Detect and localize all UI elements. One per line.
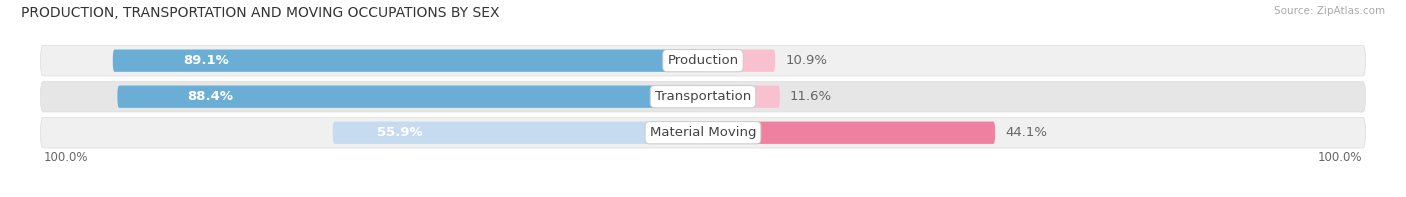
Text: 100.0%: 100.0% (44, 151, 89, 164)
Text: 55.9%: 55.9% (377, 126, 423, 139)
FancyBboxPatch shape (703, 49, 775, 72)
Text: 100.0%: 100.0% (1317, 151, 1362, 164)
Text: 10.9%: 10.9% (785, 54, 827, 67)
FancyBboxPatch shape (41, 81, 1365, 112)
Text: Source: ZipAtlas.com: Source: ZipAtlas.com (1274, 6, 1385, 16)
FancyBboxPatch shape (703, 122, 995, 144)
Text: Production: Production (668, 54, 738, 67)
FancyBboxPatch shape (703, 85, 780, 108)
Text: 44.1%: 44.1% (1005, 126, 1047, 139)
Text: 89.1%: 89.1% (184, 54, 229, 67)
Text: PRODUCTION, TRANSPORTATION AND MOVING OCCUPATIONS BY SEX: PRODUCTION, TRANSPORTATION AND MOVING OC… (21, 6, 499, 20)
Text: Transportation: Transportation (655, 90, 751, 103)
FancyBboxPatch shape (112, 49, 703, 72)
Text: 11.6%: 11.6% (790, 90, 832, 103)
Text: Material Moving: Material Moving (650, 126, 756, 139)
FancyBboxPatch shape (41, 45, 1365, 76)
FancyBboxPatch shape (41, 117, 1365, 148)
FancyBboxPatch shape (333, 122, 703, 144)
Text: 88.4%: 88.4% (187, 90, 233, 103)
FancyBboxPatch shape (117, 85, 703, 108)
